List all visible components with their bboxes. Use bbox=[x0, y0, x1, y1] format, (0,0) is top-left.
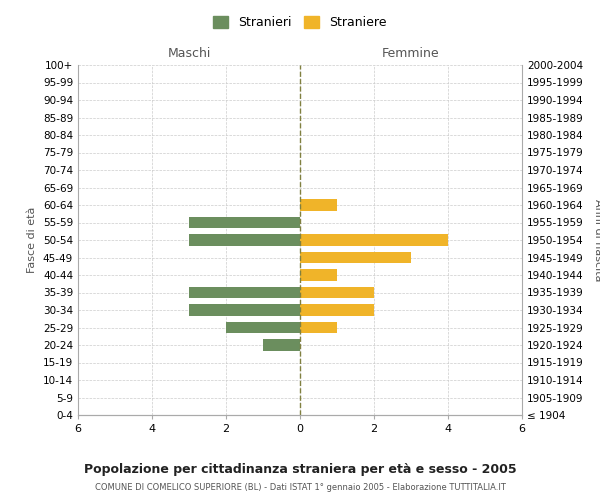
Bar bbox=[300, 200, 337, 210]
Bar bbox=[300, 322, 337, 333]
Text: Popolazione per cittadinanza straniera per età e sesso - 2005: Popolazione per cittadinanza straniera p… bbox=[83, 462, 517, 475]
Bar bbox=[300, 304, 374, 316]
Bar bbox=[189, 217, 300, 228]
Legend: Stranieri, Straniere: Stranieri, Straniere bbox=[208, 11, 392, 34]
Bar bbox=[189, 304, 300, 316]
Bar bbox=[189, 234, 300, 246]
Bar bbox=[300, 234, 448, 246]
Bar bbox=[300, 270, 337, 280]
Bar bbox=[300, 287, 374, 298]
Text: COMUNE DI COMELICO SUPERIORE (BL) - Dati ISTAT 1° gennaio 2005 - Elaborazione TU: COMUNE DI COMELICO SUPERIORE (BL) - Dati… bbox=[95, 482, 505, 492]
Bar bbox=[189, 287, 300, 298]
Bar bbox=[263, 340, 300, 350]
Y-axis label: Anni di nascita: Anni di nascita bbox=[593, 198, 600, 281]
Bar bbox=[226, 322, 300, 333]
Y-axis label: Fasce di età: Fasce di età bbox=[28, 207, 37, 273]
Bar bbox=[300, 252, 411, 263]
